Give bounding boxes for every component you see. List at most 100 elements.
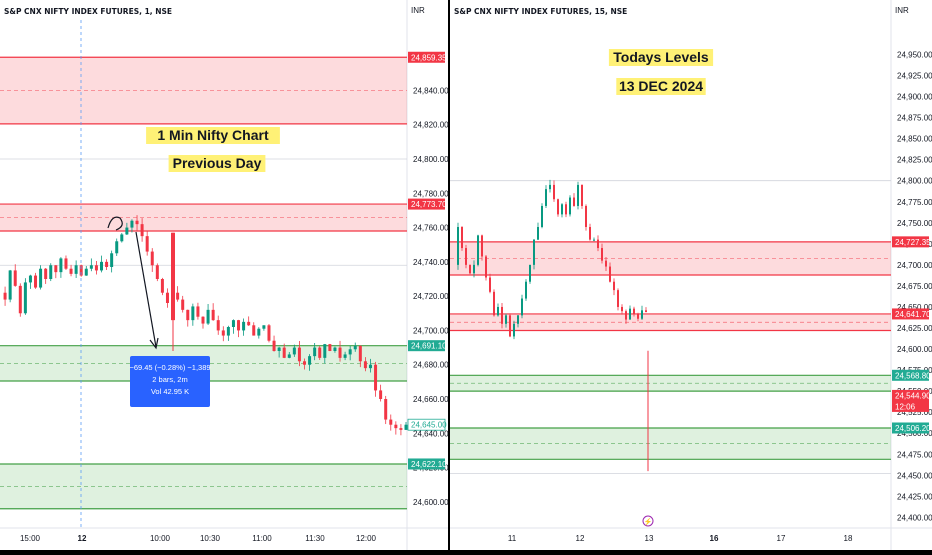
candle-body	[625, 311, 627, 320]
candle-body	[287, 354, 291, 358]
candle-body	[561, 204, 563, 215]
price-label-text: 24,859.35	[411, 53, 447, 62]
trend-arrow-head	[149, 337, 159, 350]
candle-body	[549, 184, 551, 190]
candle-body	[125, 227, 129, 235]
candle-body	[277, 347, 281, 351]
candle-body	[613, 281, 615, 291]
candle-body	[605, 260, 607, 267]
annotation-box	[146, 127, 280, 144]
candle-body	[645, 310, 647, 313]
candle-body	[226, 327, 230, 336]
x-tick-label: 18	[844, 534, 853, 543]
y-tick-label: 24,820.00	[413, 121, 448, 130]
candle-body	[617, 290, 619, 307]
candle-body	[3, 292, 7, 300]
y-tick-label: 24,425.00	[897, 492, 932, 501]
candle-body	[318, 347, 322, 358]
candle-body	[308, 356, 312, 365]
right-chart-panel[interactable]: S&P CNX NIFTY INDEX FUTURES, 15, NSE INR…	[450, 0, 932, 550]
y-tick-label: 24,950.00	[897, 50, 932, 59]
price-label-box	[892, 369, 929, 381]
candle-body	[100, 261, 103, 271]
candle-body	[353, 345, 357, 350]
candle-body	[8, 270, 12, 300]
candle-body	[384, 399, 388, 420]
price-label-box	[408, 51, 445, 63]
candle-body	[509, 315, 511, 337]
candle-body	[221, 330, 225, 336]
candle-body	[465, 248, 467, 265]
candle-body	[94, 265, 98, 271]
candle-body	[529, 264, 531, 282]
candle-body	[186, 309, 190, 321]
y-tick-label: 24,660.00	[413, 395, 448, 404]
candle-body	[457, 227, 459, 265]
candle-body	[374, 364, 378, 391]
y-tick-label: 24,750.00	[897, 219, 932, 228]
y-tick-label: 24,900.00	[897, 93, 932, 102]
y-tick-label: 24,825.00	[897, 156, 932, 165]
candle-body	[581, 184, 583, 206]
candle-body	[130, 220, 134, 228]
candle-body	[609, 266, 611, 282]
candle-body	[44, 268, 48, 279]
candle-body	[176, 292, 180, 300]
candle-body	[501, 306, 503, 324]
y-tick-label: 24,600.00	[413, 498, 448, 507]
left-chart-title: S&P CNX NIFTY INDEX FUTURES, 1, NSE	[4, 7, 173, 16]
candle-body	[601, 248, 603, 261]
candle-body	[404, 424, 408, 430]
candle-body	[303, 361, 306, 365]
currency-label: INR	[895, 6, 909, 15]
candle-body	[191, 306, 195, 321]
candle-body	[231, 320, 235, 327]
y-tick-label: 24,640.00	[413, 429, 448, 438]
candle-body	[74, 265, 78, 274]
price-label-text: 24,691.10	[411, 342, 447, 351]
candle-body	[155, 265, 159, 279]
candle-body	[150, 251, 154, 266]
price-label-text: 24,727.35	[895, 238, 931, 247]
candle-body	[181, 299, 185, 310]
candle-body	[206, 309, 210, 324]
candle-body	[363, 361, 367, 369]
candle-body	[242, 321, 246, 331]
candle-body	[145, 236, 149, 252]
left-chart-svg[interactable]: INR24,600.0024,620.0024,640.0024,660.002…	[0, 0, 449, 550]
candle-body	[59, 258, 63, 273]
left-chart-panel[interactable]: S&P CNX NIFTY INDEX FUTURES, 1, NSE INR 2…	[0, 0, 449, 550]
y-tick-label: 24,650.00	[897, 303, 932, 312]
candle-body	[517, 315, 519, 324]
right-chart-svg[interactable]: INR 24,400.00 24,425.00 24,450.00 24,475.00 2…	[450, 0, 932, 550]
candle-body	[49, 265, 53, 279]
trend-arrow-line	[135, 231, 157, 348]
swing-high-mark	[107, 216, 123, 231]
spike-candle-body	[171, 232, 175, 321]
candle-body	[379, 390, 383, 399]
candle-body	[84, 268, 88, 276]
annotation-text: Todays Levels	[613, 49, 709, 65]
price-label-box	[892, 236, 929, 248]
candle-body	[211, 309, 215, 321]
candle-body	[557, 199, 559, 215]
y-tick-label: 24,625.00	[897, 324, 932, 333]
candle-body	[569, 197, 571, 215]
y-tick-label: 24,840.00	[413, 86, 448, 95]
x-tick-label: 11	[508, 534, 517, 543]
y-tick-label: 24,775.00	[897, 198, 932, 207]
candle-body	[348, 349, 352, 355]
candle-body	[333, 347, 337, 351]
y-tick-label: 24,875.00	[897, 114, 932, 123]
candle-body	[69, 268, 73, 274]
price-label-box	[892, 389, 929, 412]
candle-body	[252, 325, 256, 336]
candle-body	[105, 261, 109, 267]
y-tick-label: 24,525.00	[897, 408, 932, 417]
candle-body	[505, 315, 507, 324]
y-tick-label: 24,600.00	[897, 345, 932, 354]
candle-body	[469, 264, 471, 274]
candle-body	[493, 291, 495, 316]
candle-body	[577, 184, 579, 206]
y-tick-label: 24,760.00	[413, 224, 448, 233]
